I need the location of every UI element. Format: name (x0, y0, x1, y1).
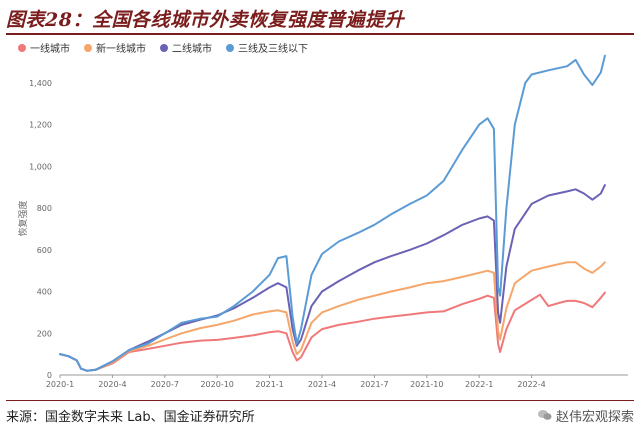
watermark: 赵伟宏观探索 (537, 406, 634, 425)
y-tick-label: 800 (37, 204, 52, 213)
legend-label-new-tier1: 新一线城市 (96, 44, 146, 55)
y-tick-label: 1,400 (29, 79, 52, 88)
y-tick-label: 400 (37, 288, 52, 297)
legend-item-tier2: 二线城市 (160, 40, 212, 55)
legend-item-tier3: 三线及三线以下 (226, 40, 308, 55)
y-tick-label: 600 (37, 246, 52, 255)
x-tick-label: 2021-7 (360, 380, 388, 389)
x-tick-label: 2022-4 (517, 380, 545, 389)
series-line-3 (59, 54, 606, 372)
footer: 来源：国金数字未来 Lab、国金证券研究所 赵伟宏观探索 (6, 403, 634, 427)
legend-swatch-tier3 (226, 43, 234, 52)
y-tick-label: 1,000 (29, 162, 52, 171)
y-tick-label: 200 (37, 329, 52, 338)
x-tick-label: 2021-4 (308, 380, 336, 389)
series-line-1 (59, 261, 606, 372)
legend-item-new-tier1: 新一线城市 (84, 40, 146, 55)
legend-label-tier3: 三线及三线以下 (238, 44, 308, 55)
legend-item-tier1: 一线城市 (18, 40, 70, 55)
legend-label-tier1: 一线城市 (30, 44, 70, 55)
legend-label-tier2: 二线城市 (172, 44, 212, 55)
source-note: 来源：国金数字未来 Lab、国金证券研究所 (6, 409, 255, 425)
x-tick-label: 2020-10 (200, 380, 233, 389)
y-tick-label: 1,200 (29, 121, 52, 130)
y-axis-title: 恢复强度 (17, 200, 29, 236)
watermark-text: 赵伟宏观探索 (555, 409, 634, 425)
x-tick-label: 2021-1 (255, 380, 283, 389)
title-rule (6, 33, 634, 35)
x-tick-label: 2020-7 (151, 380, 179, 389)
chart-legend: 一线城市 新一线城市 二线城市 三线及三线以下 (18, 40, 308, 55)
footer-rule (6, 400, 634, 401)
figure-title: 图表28：全国各线城市外卖恢复强度普遍提升 (6, 4, 634, 32)
wechat-icon (537, 410, 552, 420)
x-tick-label: 2020-4 (98, 380, 126, 389)
x-tick-label: 2020-1 (46, 380, 74, 389)
figure-title-text: 图表28：全国各线城市外卖恢复强度普遍提升 (6, 8, 404, 31)
x-tick-label: 2021-10 (410, 380, 443, 389)
y-tick-label: 0 (47, 371, 52, 380)
legend-swatch-tier2 (160, 43, 168, 52)
legend-swatch-new-tier1 (84, 43, 92, 52)
x-tick-label: 2022-1 (465, 380, 493, 389)
series-line-0 (59, 291, 606, 372)
legend-swatch-tier1 (18, 43, 26, 52)
